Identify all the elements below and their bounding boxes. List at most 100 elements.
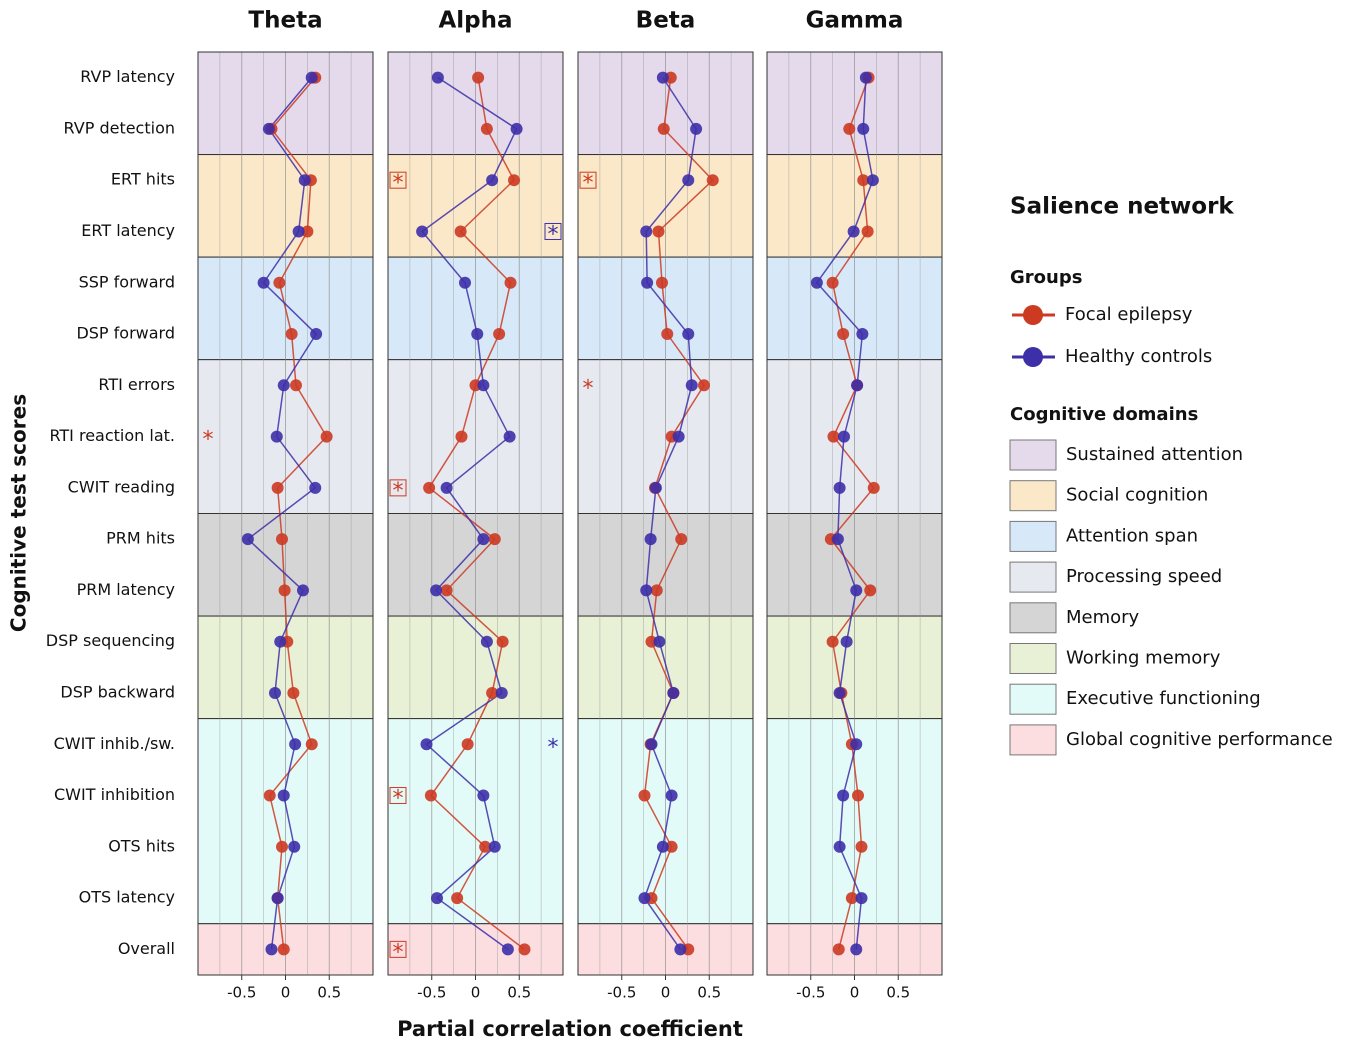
data-point	[645, 738, 658, 751]
y-tick-label: CWIT inhibition	[54, 785, 175, 804]
data-point	[850, 584, 863, 597]
x-tick-label: 0.5	[317, 984, 341, 1002]
data-point	[297, 584, 309, 597]
data-point	[265, 943, 278, 956]
significance-star: *	[583, 171, 594, 196]
legend-label: Executive functioning	[1066, 688, 1261, 709]
annotation-box	[389, 940, 407, 958]
data-point	[493, 328, 506, 341]
y-tick-label: ERT hits	[111, 170, 175, 189]
legend-label: Processing speed	[1066, 566, 1222, 587]
data-point	[461, 738, 474, 751]
data-point	[488, 533, 501, 546]
data-point	[859, 71, 872, 84]
data-point	[855, 840, 868, 853]
data-point	[271, 892, 284, 905]
data-point	[674, 943, 687, 956]
legend-swatch	[1009, 683, 1057, 715]
data-point	[845, 892, 858, 905]
data-point	[292, 225, 305, 238]
y-tick-label: Overall	[118, 939, 175, 958]
data-point	[298, 174, 311, 187]
data-point	[652, 225, 665, 238]
annotation-box	[389, 787, 407, 805]
data-point	[640, 584, 653, 597]
annotation-box	[544, 222, 562, 240]
panel-frame	[577, 51, 754, 976]
data-point	[837, 789, 850, 802]
data-point	[826, 276, 839, 289]
panel-frame	[387, 51, 564, 976]
data-point	[838, 430, 850, 443]
data-point	[826, 635, 839, 648]
data-point	[508, 174, 520, 187]
data-point	[656, 276, 668, 289]
data-point	[477, 789, 490, 802]
series-line	[428, 77, 525, 950]
series-line	[246, 77, 318, 950]
data-point	[864, 584, 877, 597]
y-tick-label: OTS latency	[79, 888, 175, 907]
annotation-box	[579, 171, 597, 189]
data-point	[866, 174, 879, 187]
data-point	[269, 686, 281, 699]
data-point	[480, 122, 493, 135]
data-point	[833, 686, 846, 699]
x-axis-title: Partial correlation coefficient	[397, 1017, 743, 1041]
data-point	[827, 430, 840, 443]
legend-swatch	[1009, 561, 1057, 593]
data-point	[440, 584, 453, 597]
legend-label: Working memory	[1066, 648, 1221, 669]
data-point	[867, 481, 880, 494]
data-point	[263, 789, 276, 802]
legend-label: Healthy controls	[1065, 346, 1212, 367]
data-point	[861, 225, 874, 238]
x-tick-label: 0.5	[697, 984, 721, 1002]
y-tick-label: RTI reaction lat.	[49, 426, 175, 445]
x-tick-label: 0	[281, 984, 291, 1002]
data-point	[638, 892, 651, 905]
x-tick-label: -0.5	[227, 984, 256, 1002]
data-point	[270, 430, 283, 443]
annotation-box	[389, 479, 407, 497]
data-point	[653, 635, 666, 648]
data-point	[278, 584, 291, 597]
y-tick-label: SSP forward	[79, 272, 175, 291]
data-point	[665, 789, 678, 802]
panel-frame	[766, 51, 943, 976]
data-point	[423, 481, 436, 494]
legend-groups-title: Groups	[1010, 267, 1082, 288]
data-point	[459, 276, 471, 289]
data-point	[477, 533, 490, 546]
legend-swatch	[1009, 439, 1057, 471]
legend-label: Sustained attention	[1066, 444, 1243, 465]
data-point	[641, 276, 654, 289]
data-point	[288, 840, 301, 853]
significance-star: *	[583, 376, 594, 401]
data-point	[682, 328, 695, 341]
data-point	[320, 430, 333, 443]
significance-star: *	[203, 428, 214, 453]
y-tick-label: DSP forward	[76, 324, 175, 343]
x-tick-label: 0.5	[507, 984, 531, 1002]
data-point	[852, 789, 864, 802]
data-point	[682, 174, 695, 187]
data-point	[672, 430, 685, 443]
y-tick-label: DSP sequencing	[46, 631, 175, 650]
data-point	[661, 328, 674, 341]
data-point	[477, 379, 490, 392]
y-tick-label: RVP detection	[64, 118, 175, 137]
data-point	[656, 840, 669, 853]
y-tick-label: ERT latency	[81, 221, 175, 240]
significance-star: *	[548, 222, 559, 247]
legend-domains-title: Cognitive domains	[1010, 404, 1198, 425]
data-point	[480, 635, 493, 648]
data-point	[638, 789, 651, 802]
data-point	[277, 379, 290, 392]
data-point	[698, 379, 710, 392]
data-point	[440, 481, 453, 494]
data-point	[273, 276, 286, 289]
data-point	[640, 225, 653, 238]
data-point	[285, 328, 298, 341]
series-line	[829, 77, 875, 950]
